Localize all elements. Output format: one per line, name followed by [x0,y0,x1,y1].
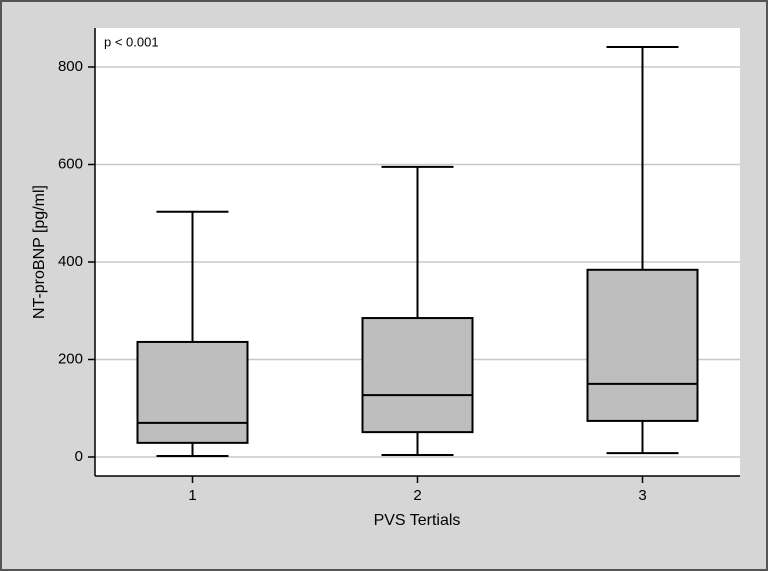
y-tick-label: 200 [58,350,83,367]
box [361,317,474,434]
y-tick-label: 400 [58,253,83,270]
box [136,340,249,444]
annotation: p < 0.001 [104,34,159,49]
x-tick-label: 2 [413,487,421,504]
x-axis-label: PVS Tertials [374,512,461,529]
y-tick-label: 0 [75,448,83,465]
y-tick-label: 800 [58,58,83,75]
x-tick-label: 1 [188,487,196,504]
y-tick-label: 600 [58,155,83,172]
x-tick-label: 3 [638,487,646,504]
y-axis-label: NT-proBNP [pg/ml] [31,185,48,319]
box [586,268,699,422]
